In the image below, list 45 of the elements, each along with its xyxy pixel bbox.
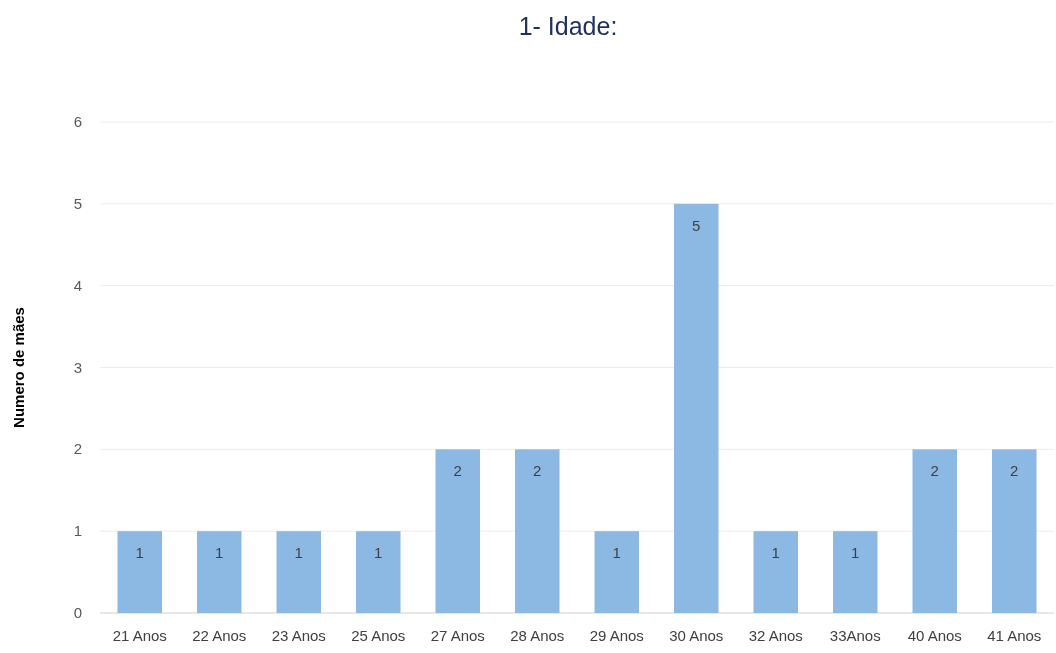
bar — [276, 531, 322, 613]
data-label: 2 — [453, 462, 462, 480]
chart-title: 1- Idade: — [518, 12, 618, 40]
x-tick-label: 25 Anos — [351, 627, 406, 644]
x-tick-label: 41 Anos — [987, 627, 1042, 644]
bar — [594, 531, 640, 613]
y-tick-label: 1 — [73, 522, 83, 540]
bar — [514, 449, 560, 613]
y-tick-label: 0 — [73, 604, 83, 621]
x-tick-label: 40 Anos — [907, 627, 962, 644]
data-label: 1 — [612, 544, 621, 562]
x-tick-label: 32 Anos — [748, 627, 803, 644]
x-tick-label: 30 Anos — [669, 627, 724, 644]
bar — [355, 531, 401, 613]
y-tick-label: 3 — [73, 358, 83, 376]
bar — [196, 531, 242, 613]
x-tick-label: 21 Anos — [112, 627, 167, 644]
y-tick-label: 2 — [73, 440, 83, 458]
x-tick-label: 22 Anos — [192, 627, 247, 644]
bar — [832, 531, 878, 613]
bar — [117, 531, 163, 613]
data-label: 2 — [1010, 462, 1019, 480]
bar — [673, 203, 719, 613]
bar — [753, 531, 799, 613]
bar — [435, 449, 481, 613]
data-label: 1 — [851, 544, 860, 562]
data-label: 1 — [135, 544, 144, 562]
data-label: 1 — [294, 544, 303, 562]
data-label: 1 — [215, 544, 224, 562]
y-axis-title: Numero de mães — [10, 307, 27, 428]
x-tick-label: 27 Anos — [430, 627, 485, 644]
y-tick-label: 5 — [73, 194, 83, 212]
y-tick-label: 4 — [73, 276, 83, 294]
data-label: 5 — [692, 216, 701, 234]
data-label: 2 — [930, 462, 939, 480]
x-tick-label: 23 Anos — [271, 627, 326, 644]
data-label: 1 — [374, 544, 383, 562]
x-tick-label: 28 Anos — [510, 627, 565, 644]
data-label: 2 — [533, 462, 542, 480]
x-tick-label: 29 Anos — [589, 627, 644, 644]
bar — [991, 449, 1037, 613]
x-tick-label: 33Anos — [829, 627, 881, 644]
bar — [912, 449, 958, 613]
y-tick-label: 6 — [73, 113, 83, 130]
data-label: 1 — [771, 544, 780, 562]
